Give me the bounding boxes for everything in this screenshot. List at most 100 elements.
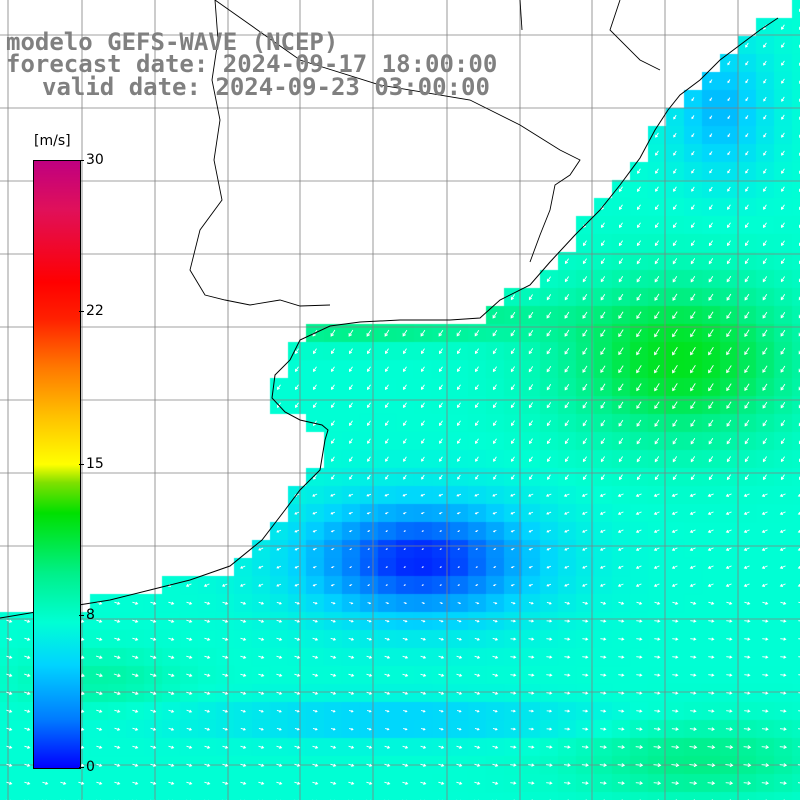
wind-arrow bbox=[546, 781, 553, 785]
wind-arrow bbox=[385, 566, 388, 568]
wind-arrow bbox=[726, 383, 732, 392]
wind-arrow bbox=[564, 258, 569, 265]
wind-arrow bbox=[654, 437, 660, 445]
wind-arrow bbox=[150, 691, 157, 696]
wind-arrow bbox=[240, 691, 247, 695]
wind-arrow bbox=[150, 745, 157, 749]
wind-arrow bbox=[600, 619, 607, 623]
wind-arrow bbox=[725, 547, 732, 551]
wind-arrow bbox=[581, 493, 588, 497]
wind-arrow bbox=[511, 456, 515, 462]
wind-arrow bbox=[780, 709, 787, 713]
wind-arrow bbox=[475, 530, 479, 533]
wind-arrow bbox=[761, 493, 768, 497]
wind-arrow bbox=[763, 150, 767, 156]
wind-arrow bbox=[564, 529, 570, 533]
wind-arrow bbox=[727, 240, 731, 247]
wind-arrow bbox=[779, 547, 786, 551]
wind-arrow bbox=[762, 419, 768, 427]
wind-arrow bbox=[493, 474, 497, 480]
wind-arrow bbox=[708, 383, 714, 392]
wind-arrow bbox=[24, 709, 31, 713]
wind-arrow bbox=[673, 132, 677, 138]
wind-arrow bbox=[510, 637, 517, 641]
wind-arrow bbox=[600, 601, 607, 605]
wind-arrow bbox=[636, 293, 642, 301]
wind-arrow bbox=[744, 438, 750, 445]
wind-arrow bbox=[186, 691, 193, 695]
wind-arrow bbox=[672, 401, 678, 410]
wind-arrow bbox=[349, 530, 353, 533]
wind-arrow bbox=[294, 673, 301, 677]
wind-arrow bbox=[708, 311, 714, 319]
wind-arrow bbox=[474, 511, 479, 515]
wind-arrow bbox=[204, 601, 211, 605]
wind-arrow bbox=[330, 673, 337, 677]
wind-arrow bbox=[744, 347, 750, 356]
wind-arrow bbox=[330, 727, 336, 731]
wind-arrow bbox=[457, 456, 461, 462]
wind-arrow bbox=[582, 293, 588, 301]
wind-arrow bbox=[6, 781, 13, 785]
wind-arrow bbox=[599, 511, 606, 515]
wind-arrow bbox=[367, 384, 371, 391]
wind-arrow bbox=[779, 583, 786, 587]
wind-arrow bbox=[366, 655, 373, 659]
wind-arrow bbox=[653, 727, 661, 731]
wind-arrow bbox=[456, 727, 462, 731]
wind-arrow bbox=[761, 763, 770, 768]
wind-arrow bbox=[348, 511, 353, 515]
wind-arrow bbox=[600, 655, 607, 659]
wind-arrow bbox=[763, 186, 767, 192]
wind-arrow bbox=[457, 438, 461, 444]
wind-arrow bbox=[349, 420, 353, 427]
wind-arrow bbox=[528, 294, 533, 301]
wind-arrow bbox=[725, 529, 732, 533]
wind-arrow bbox=[132, 637, 139, 641]
wind-arrow bbox=[583, 474, 587, 480]
wind-arrow bbox=[528, 619, 535, 623]
wind-arrow bbox=[457, 366, 461, 372]
wind-arrow bbox=[672, 383, 678, 392]
wind-arrow bbox=[150, 781, 157, 785]
wind-arrow bbox=[331, 366, 335, 373]
wind-arrow bbox=[204, 691, 211, 695]
wind-arrow bbox=[654, 456, 660, 463]
wind-arrow bbox=[761, 781, 770, 786]
wind-arrow bbox=[727, 168, 731, 174]
wind-arrow bbox=[671, 781, 680, 786]
wind-arrow bbox=[671, 727, 679, 731]
wind-arrow bbox=[636, 383, 642, 392]
wind-arrow bbox=[349, 548, 353, 550]
wind-arrow bbox=[240, 655, 247, 659]
wind-arrow bbox=[348, 691, 355, 695]
wind-arrow bbox=[797, 529, 800, 533]
wind-arrow bbox=[204, 727, 211, 731]
wind-arrow bbox=[186, 655, 193, 659]
wind-arrow bbox=[619, 222, 623, 228]
wind-arrow bbox=[294, 565, 299, 569]
wind-arrow bbox=[96, 709, 103, 713]
wind-arrow bbox=[367, 456, 371, 462]
wind-arrow bbox=[294, 655, 301, 659]
wind-arrow bbox=[781, 60, 785, 66]
wind-arrow bbox=[618, 709, 625, 713]
wind-arrow bbox=[654, 258, 660, 265]
wind-arrow bbox=[745, 222, 749, 228]
wind-arrow bbox=[690, 637, 697, 641]
wind-arrow bbox=[349, 474, 353, 480]
wind-arrow bbox=[780, 456, 785, 463]
wind-arrow bbox=[114, 709, 121, 713]
wind-arrow bbox=[439, 348, 443, 355]
wind-arrow bbox=[564, 781, 571, 785]
wind-arrow bbox=[113, 691, 121, 696]
wind-arrow bbox=[779, 763, 788, 768]
wind-arrow bbox=[672, 691, 679, 695]
wind-arrow bbox=[420, 511, 425, 515]
wind-arrow bbox=[457, 402, 461, 408]
wind-arrow bbox=[798, 638, 800, 640]
wind-arrow bbox=[474, 709, 480, 713]
wind-arrow bbox=[779, 493, 786, 497]
wind-arrow bbox=[636, 474, 641, 481]
